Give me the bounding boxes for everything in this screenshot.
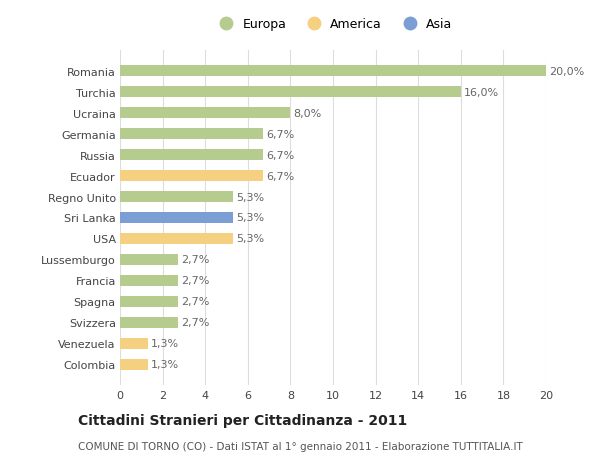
Bar: [120, 254, 178, 266]
Text: 5,3%: 5,3%: [236, 234, 264, 244]
Text: 5,3%: 5,3%: [236, 213, 264, 223]
Text: 2,7%: 2,7%: [181, 297, 209, 307]
Text: 2,7%: 2,7%: [181, 276, 209, 286]
Text: 6,7%: 6,7%: [266, 129, 294, 139]
Bar: [120, 66, 546, 77]
Bar: [120, 191, 233, 203]
Text: 6,7%: 6,7%: [266, 171, 294, 181]
Bar: [120, 275, 178, 286]
Bar: [120, 170, 263, 182]
Text: 5,3%: 5,3%: [236, 192, 264, 202]
Bar: [120, 107, 290, 119]
Bar: [120, 233, 233, 245]
Bar: [120, 150, 263, 161]
Bar: [120, 359, 148, 370]
Bar: [120, 129, 263, 140]
Text: 1,3%: 1,3%: [151, 339, 179, 349]
Text: 20,0%: 20,0%: [549, 67, 584, 77]
Text: Cittadini Stranieri per Cittadinanza - 2011: Cittadini Stranieri per Cittadinanza - 2…: [78, 413, 407, 427]
Bar: [120, 317, 178, 329]
Text: COMUNE DI TORNO (CO) - Dati ISTAT al 1° gennaio 2011 - Elaborazione TUTTITALIA.I: COMUNE DI TORNO (CO) - Dati ISTAT al 1° …: [78, 441, 523, 451]
Text: 6,7%: 6,7%: [266, 150, 294, 160]
Text: 16,0%: 16,0%: [464, 87, 499, 97]
Text: 8,0%: 8,0%: [293, 108, 322, 118]
Bar: [120, 338, 148, 349]
Text: 2,7%: 2,7%: [181, 255, 209, 265]
Text: 2,7%: 2,7%: [181, 318, 209, 328]
Bar: [120, 87, 461, 98]
Bar: [120, 296, 178, 308]
Legend: Europa, America, Asia: Europa, America, Asia: [209, 13, 457, 36]
Bar: [120, 212, 233, 224]
Text: 1,3%: 1,3%: [151, 359, 179, 369]
